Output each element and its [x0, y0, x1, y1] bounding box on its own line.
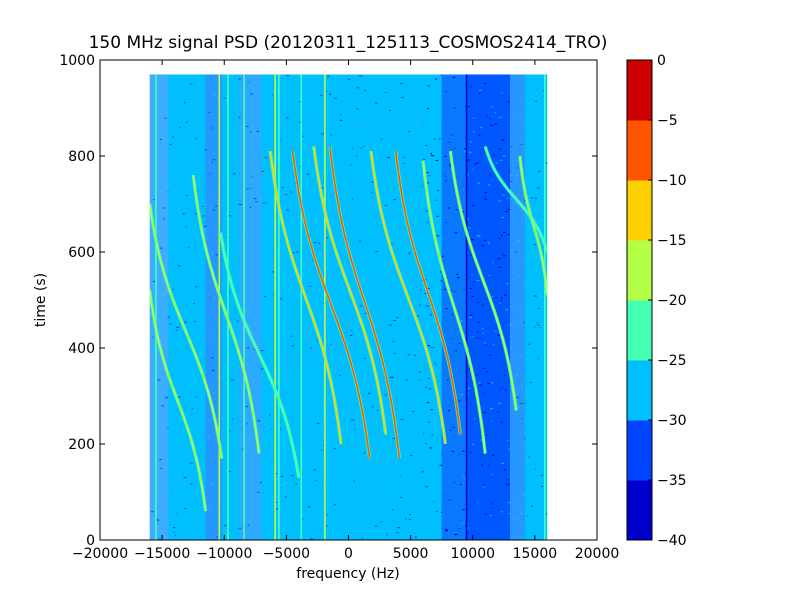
colorbar-tick-label: −35: [657, 473, 687, 489]
x-tick-label: 20000: [575, 546, 620, 562]
y-tick-label: 1000: [59, 53, 95, 69]
y-tick-label: 600: [68, 245, 95, 261]
doppler-trace: [192, 175, 260, 454]
colorbar-tick-label: −10: [657, 173, 687, 189]
colorbar-tick-label: −5: [657, 113, 678, 129]
y-tick-label: 200: [68, 437, 95, 453]
doppler-trace: [269, 151, 342, 445]
colorbar-tick-label: −20: [657, 293, 687, 309]
doppler-trace: [312, 146, 387, 435]
x-axis-label: frequency (Hz): [296, 566, 399, 582]
doppler-trace: [394, 151, 462, 435]
noise-band: [205, 74, 222, 541]
colorbar-tick-label: −40: [657, 533, 687, 549]
x-tick-label: −10000: [196, 546, 252, 562]
colorbar-tick-label: 0: [657, 53, 666, 69]
colorbar-segment: [627, 360, 652, 421]
colorbar-segment: [627, 300, 652, 361]
colorbar-segment: [627, 180, 652, 241]
colorbar: −40 −35 −30 −25 −20 −15 −10 −5 0: [626, 53, 687, 549]
x-tick-label: −5000: [263, 546, 310, 562]
y-tick-label: 800: [68, 149, 95, 165]
x-tick-label: −20000: [72, 546, 128, 562]
doppler-trace: [519, 155, 548, 296]
doppler-trace: [149, 290, 207, 512]
colorbar-tick-label: −15: [657, 233, 687, 249]
colorbar-segment: [627, 420, 652, 481]
colorbar-segment: [627, 480, 652, 541]
doppler-trace: [149, 203, 223, 459]
x-tick-label: 15000: [513, 546, 558, 562]
x-tick-label: 10000: [450, 546, 495, 562]
doppler-trace: [219, 232, 300, 478]
chart-title: 150 MHz signal PSD (20120311_125113_COSM…: [89, 33, 608, 53]
colorbar-tick-label: −25: [657, 353, 687, 369]
colorbar-segment: [627, 60, 652, 121]
y-tick-label: 400: [68, 341, 95, 357]
colorbar-tick-label: −30: [657, 413, 687, 429]
noise-band: [239, 74, 262, 541]
noise-band: [149, 74, 169, 541]
x-tick-label: 0: [344, 546, 353, 562]
doppler-trace: [329, 146, 401, 459]
doppler-trace: [449, 151, 517, 411]
colorbar-segment: [627, 240, 652, 301]
x-tick-label: −15000: [134, 546, 190, 562]
doppler-trace: [370, 151, 447, 445]
doppler-trace: [422, 160, 486, 454]
y-tick-label: 0: [86, 533, 95, 549]
noise-speckle: [150, 74, 548, 541]
noise-band: [510, 74, 525, 541]
y-axis-label: time (s): [33, 273, 49, 327]
colorbar-segment: [627, 120, 652, 181]
x-tick-label: 5000: [393, 546, 429, 562]
doppler-trace: [484, 146, 548, 253]
doppler-trace: [291, 151, 371, 459]
